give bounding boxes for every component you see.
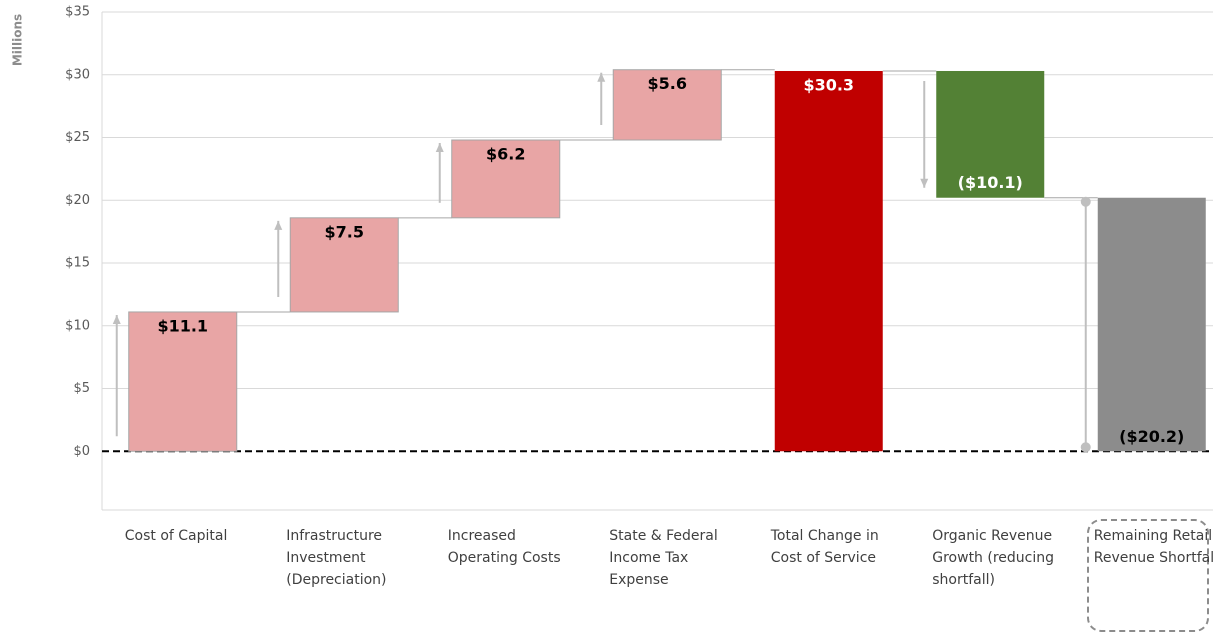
x-tick-label: Organic Revenue Growth (reducing shortfa… (932, 528, 1055, 588)
data-label: ($20.2) (1119, 427, 1184, 446)
bar (774, 70, 883, 452)
x-tick-label: Infrastructure Investment (Depreciation) (286, 528, 387, 588)
data-label: $11.1 (157, 316, 208, 335)
data-label: $6.2 (486, 145, 525, 164)
y-tick-label: $15 (65, 256, 90, 271)
bar (936, 70, 1045, 198)
x-tick-label: Remaining Retail Revenue Shortfall (1093, 528, 1213, 566)
x-tick-label: Total Change in Cost of Service (770, 528, 879, 566)
arrow-head (597, 72, 606, 82)
y-tick-label: $20 (65, 193, 90, 208)
y-tick-label: $0 (73, 444, 90, 459)
y-tick-label: $35 (65, 5, 90, 20)
arrow-head (274, 220, 283, 230)
bar (451, 139, 561, 219)
bar (612, 69, 722, 141)
bar (289, 217, 399, 313)
y-tick-label: $5 (73, 381, 90, 396)
x-tick-label: Increased Operating Costs (447, 528, 561, 566)
arrow-head (920, 178, 929, 188)
x-tick-label: State & Federal Income Tax Expense (609, 528, 718, 588)
y-tick-label: $30 (65, 67, 90, 82)
y-tick-label: $25 (65, 130, 90, 145)
bracket-dot (1080, 442, 1091, 453)
data-label: $30.3 (803, 75, 854, 94)
arrow-head (435, 143, 444, 153)
y-tick-label: $10 (65, 318, 90, 333)
bar (128, 311, 238, 452)
data-label: $5.6 (648, 74, 687, 93)
arrow-head (112, 314, 121, 324)
x-tick-label: Cost of Capital (124, 528, 228, 544)
highlight-box (1087, 519, 1209, 632)
y-axis-label: Millions (11, 14, 25, 66)
bar (1097, 197, 1206, 452)
data-label: ($10.1) (958, 173, 1023, 192)
bracket-dot (1080, 196, 1091, 207)
data-label: $7.5 (325, 222, 364, 241)
